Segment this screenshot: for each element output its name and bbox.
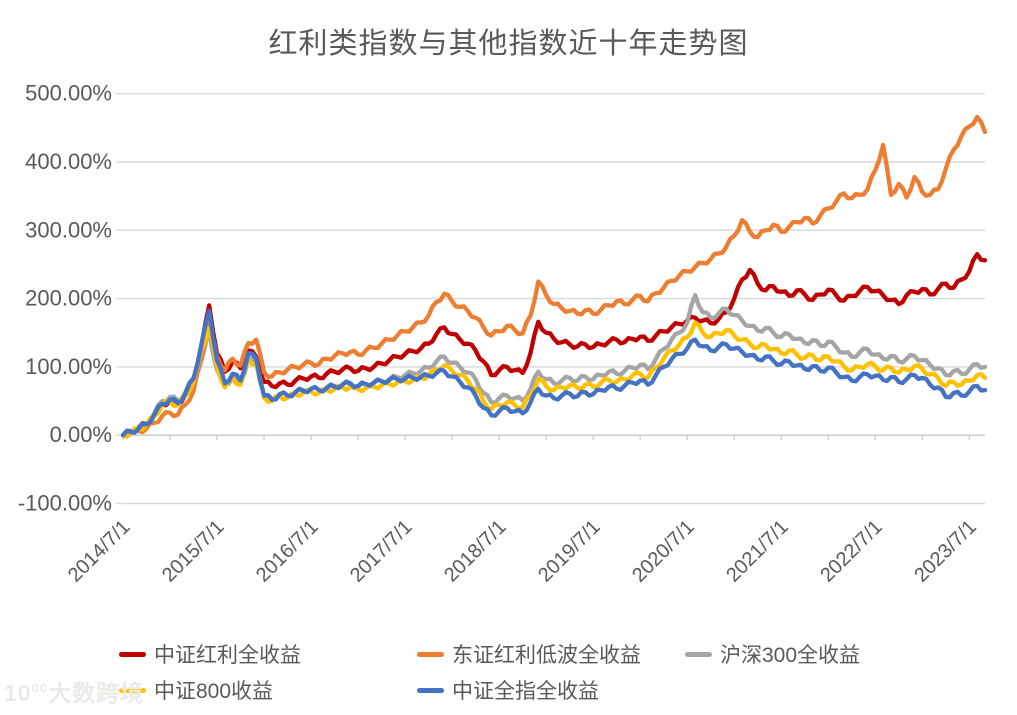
- legend-item: 沪深300全收益: [685, 639, 860, 669]
- y-axis-label: 0.00%: [50, 422, 112, 447]
- legend-label: 中证全指全收益: [452, 680, 599, 703]
- y-axis-label: -100.00%: [18, 491, 112, 516]
- legend-item: 中证全指全收益: [417, 675, 599, 705]
- y-axis-label: 400.00%: [25, 149, 112, 174]
- legend-item: 中证红利全收益: [119, 639, 417, 669]
- legend-swatch-icon: [119, 687, 146, 693]
- legend-swatch-icon: [119, 651, 146, 657]
- watermark-number: 10: [4, 680, 32, 706]
- legend-label: 沪深300全收益: [720, 644, 861, 667]
- watermark-logo: 1000大数跨境: [4, 674, 144, 708]
- y-axis-label: 300.00%: [25, 217, 112, 242]
- y-axis-label: 500.00%: [25, 81, 112, 106]
- series-line-4: [120, 320, 988, 439]
- chart-title: 红利类指数与其他指数近十年走势图: [268, 28, 749, 60]
- chart-legend-row-2: 中证800收益 中证全指全收益: [119, 677, 599, 703]
- legend-item: 中证800收益: [119, 675, 417, 705]
- legend-swatch-icon: [417, 651, 444, 657]
- legend-label: 东证红利低波全收益: [452, 644, 641, 667]
- y-axis-label: 200.00%: [25, 286, 112, 311]
- x-axis-label: 2016/7/1: [252, 516, 323, 587]
- x-axis-label: 2023/7/1: [910, 516, 981, 587]
- x-axis-label: 2020/7/1: [628, 516, 699, 587]
- x-axis-label: 2022/7/1: [816, 516, 887, 587]
- legend-swatch-icon: [685, 651, 712, 657]
- series-line-1: [120, 252, 988, 438]
- legend-item: 东证红利低波全收益: [417, 639, 685, 669]
- series-line-2: [120, 114, 988, 439]
- x-axis-label: 2018/7/1: [440, 516, 511, 587]
- series-line-5: [120, 308, 988, 438]
- x-axis-label: 2019/7/1: [534, 516, 605, 587]
- watermark-sup: 00: [31, 680, 49, 696]
- x-axis-label: 2017/7/1: [346, 516, 417, 587]
- legend-swatch-icon: [417, 687, 444, 693]
- watermark-brand: 大数跨境: [48, 680, 145, 706]
- y-axis-label: 100.00%: [25, 354, 112, 379]
- legend-label: 中证红利全收益: [154, 644, 301, 667]
- legend-label: 中证800收益: [154, 680, 274, 703]
- x-axis-label: 2021/7/1: [722, 516, 793, 587]
- x-axis-label: 2015/7/1: [158, 516, 229, 587]
- x-axis-label: 2014/7/1: [64, 516, 135, 587]
- chart-legend-row-1: 中证红利全收益 东证红利低波全收益 沪深300全收益: [119, 641, 860, 667]
